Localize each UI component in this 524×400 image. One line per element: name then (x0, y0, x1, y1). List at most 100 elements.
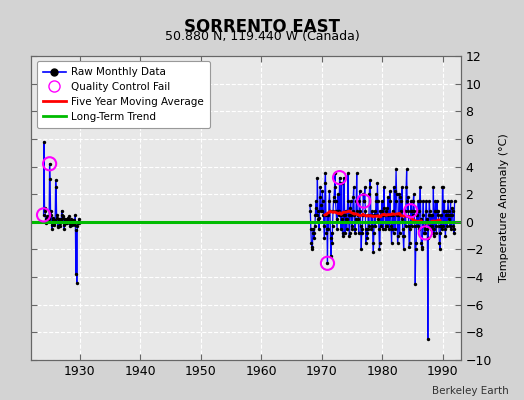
Point (372, 191, 380, 197)
Point (363, 230, 371, 236)
Point (425, 208, 434, 214)
Point (383, 208, 391, 214)
Point (359, 198, 368, 204)
Point (413, 212, 421, 218)
Point (54, 224, 62, 230)
Point (396, 194, 405, 200)
Point (338, 216, 346, 222)
Point (422, 198, 431, 204)
Point (63, 216, 72, 222)
Point (330, 194, 338, 200)
Point (337, 226, 345, 232)
Point (400, 208, 409, 214)
Point (370, 212, 378, 218)
Point (370, 208, 379, 214)
Point (392, 166, 400, 172)
Point (316, 184, 324, 190)
Point (336, 180, 344, 186)
Point (378, 198, 386, 204)
Point (388, 208, 397, 214)
Point (41, 205, 49, 211)
Point (319, 212, 328, 218)
Point (438, 184, 446, 190)
Point (365, 223, 373, 229)
Point (407, 208, 415, 214)
Point (49, 214, 57, 221)
Point (418, 246, 426, 253)
Point (42, 214, 51, 221)
Point (66, 220, 74, 226)
Point (364, 226, 372, 232)
Point (350, 184, 358, 190)
Point (66, 223, 74, 229)
Point (317, 202, 325, 208)
Point (391, 198, 400, 204)
Point (313, 174, 322, 181)
Point (70, 219, 79, 225)
Point (408, 223, 416, 229)
Point (402, 166, 411, 172)
Point (380, 184, 388, 190)
Point (358, 212, 367, 218)
Point (383, 205, 391, 211)
Point (412, 239, 420, 246)
Point (400, 232, 408, 239)
Text: Berkeley Earth: Berkeley Earth (432, 386, 508, 396)
Point (67, 216, 75, 222)
Point (60, 221, 68, 228)
Point (57, 216, 65, 222)
Point (395, 212, 403, 218)
Point (380, 205, 389, 211)
Point (442, 212, 450, 218)
Point (305, 202, 314, 208)
Point (422, 208, 430, 214)
Point (431, 208, 439, 214)
Point (45, 214, 53, 221)
Point (377, 212, 385, 218)
Point (401, 208, 409, 214)
Point (332, 208, 340, 214)
Point (410, 191, 418, 197)
Point (313, 212, 321, 218)
Point (50, 217, 59, 224)
Point (352, 216, 360, 222)
Point (417, 239, 425, 246)
Point (373, 212, 381, 218)
Point (40, 138, 48, 145)
Point (449, 208, 457, 214)
Point (376, 239, 384, 246)
Point (72, 271, 80, 278)
Point (444, 198, 452, 204)
Point (446, 223, 454, 229)
Point (331, 170, 339, 177)
Point (46, 176, 54, 182)
Point (435, 223, 443, 229)
Point (388, 226, 396, 232)
Point (409, 212, 417, 218)
Point (416, 184, 424, 190)
Point (434, 208, 443, 214)
Point (328, 239, 336, 246)
Point (450, 226, 458, 232)
Point (372, 198, 380, 204)
Point (450, 230, 458, 236)
Point (74, 216, 83, 222)
Point (337, 180, 346, 186)
Point (71, 212, 80, 218)
Point (346, 205, 354, 211)
Point (383, 223, 391, 229)
Point (393, 212, 401, 218)
Point (357, 246, 365, 253)
Point (58, 212, 67, 218)
Point (65, 213, 73, 220)
Point (349, 194, 357, 200)
Point (426, 223, 434, 229)
Point (389, 230, 398, 236)
Point (361, 184, 369, 190)
Point (358, 230, 366, 236)
Point (410, 208, 418, 214)
Point (434, 212, 442, 218)
Point (382, 223, 390, 229)
Point (348, 208, 357, 214)
Point (365, 191, 374, 197)
